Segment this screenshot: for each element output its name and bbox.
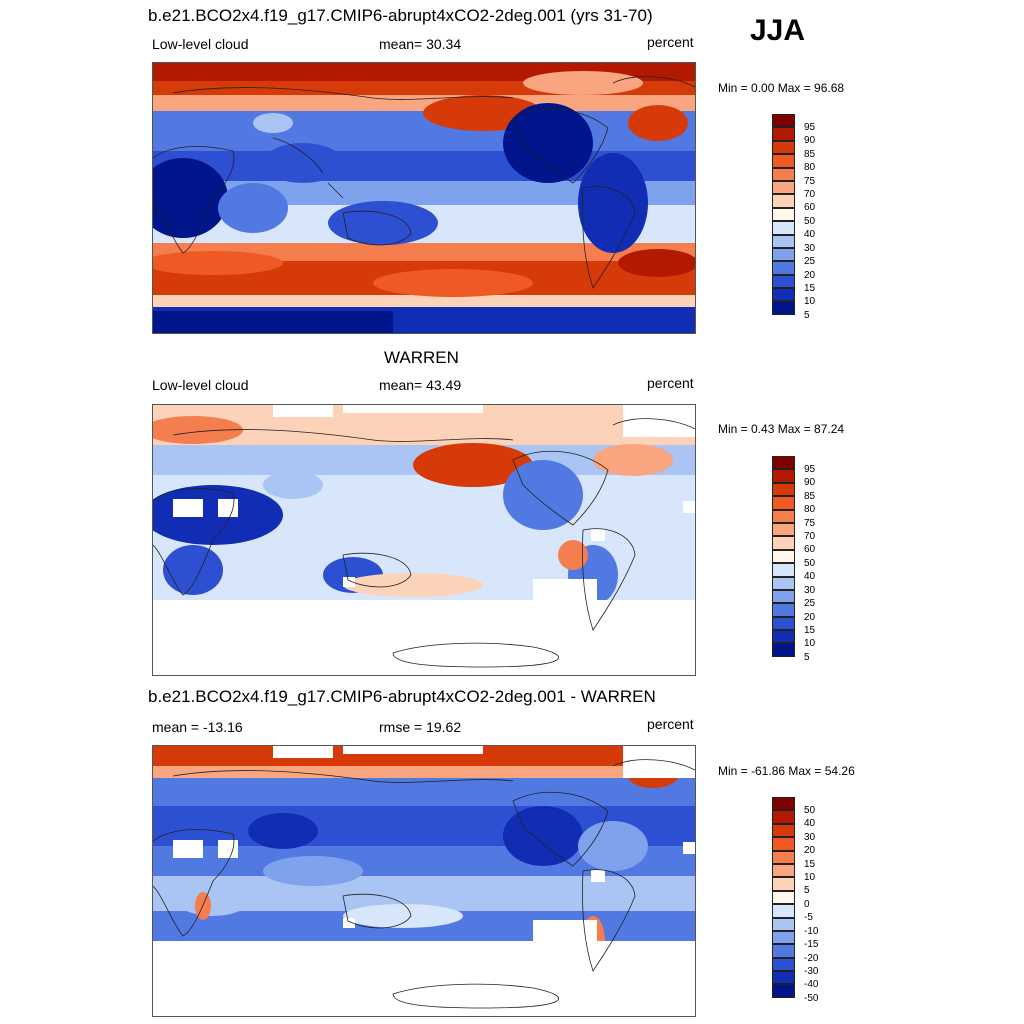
colorbar-tick: 30 — [804, 585, 816, 596]
season-label: JJA — [750, 14, 806, 47]
panel-3-field — [153, 746, 695, 1016]
panel-3-minmax: Min = -61.86 Max = 54.26 — [718, 764, 855, 778]
panel-1-minmax: Min = 0.00 Max = 96.68 — [718, 81, 845, 95]
colorbar-tick: 60 — [804, 544, 816, 555]
panel-1-units-label: percent — [647, 34, 694, 50]
colorbar-tick: 85 — [804, 491, 816, 502]
colorbar-tick: 20 — [804, 270, 816, 281]
panel-1-mean-label: mean= 30.34 — [379, 36, 462, 52]
colorbar-tick: -5 — [804, 912, 813, 923]
colorbar-tick: 75 — [804, 518, 816, 529]
colorbar-tick: 85 — [804, 149, 816, 160]
colorbar-tick: 10 — [804, 296, 816, 307]
colorbar-tick: 5 — [804, 652, 810, 663]
colorbar-tick: -20 — [804, 953, 819, 964]
colorbar-tick: 25 — [804, 598, 816, 609]
colorbar-tick: 20 — [804, 845, 816, 856]
colorbar-tick: 0 — [804, 899, 810, 910]
panel-2-variable-label: Low-level cloud — [152, 377, 249, 393]
panel-1-variable-label: Low-level cloud — [152, 36, 249, 52]
panel-3-coastlines — [153, 759, 695, 1009]
colorbar-tick: 40 — [804, 229, 816, 240]
panel-2-coastlines — [153, 418, 695, 668]
panel-1-map — [152, 62, 696, 334]
panel-1-coastlines — [153, 76, 695, 289]
colorbar-tick: 80 — [804, 504, 816, 515]
colorbar-tick: 50 — [804, 558, 816, 569]
colorbar-tick: 40 — [804, 571, 816, 582]
colorbar-tick: 10 — [804, 872, 816, 883]
colorbar-tick: 95 — [804, 122, 816, 133]
colorbar-tick: 15 — [804, 625, 816, 636]
colorbar-tick: 80 — [804, 162, 816, 173]
colorbar-tick: -40 — [804, 979, 819, 990]
colorbar-tick: 20 — [804, 612, 816, 623]
colorbar-tick: 15 — [804, 859, 816, 870]
panel-2-minmax: Min = 0.43 Max = 87.24 — [718, 422, 845, 436]
panel-3-title: b.e21.BCO2x4.f19_g17.CMIP6-abrupt4xCO2-2… — [148, 687, 656, 706]
colorbar-tick: 50 — [804, 805, 816, 816]
colorbar-tick: -10 — [804, 926, 819, 937]
panel-3-mean-label: mean = -13.16 — [152, 719, 243, 735]
panel-3-units-label: percent — [647, 716, 694, 732]
colorbar-tick: 30 — [804, 832, 816, 843]
colorbar-tick: 90 — [804, 135, 816, 146]
panel-3-rmse-label: rmse = 19.62 — [379, 719, 462, 735]
colorbar-tick: 70 — [804, 531, 816, 542]
panel-1-colorbar: 95 90 85 80 75 70 60 50 40 30 25 20 15 1… — [772, 114, 815, 321]
colorbar-tick: 70 — [804, 189, 816, 200]
panel-3-colorbar: 50 40 30 20 15 10 5 0 -5 -10 -15 -20 -30… — [772, 797, 818, 1004]
colorbar-tick: 15 — [804, 283, 816, 294]
panel-2-mean-label: mean= 43.49 — [379, 377, 462, 393]
colorbar-tick: 30 — [804, 243, 816, 254]
panel-2-colorbar: 95 90 85 80 75 70 60 50 40 30 25 20 15 1… — [772, 456, 815, 663]
colorbar-tick: -30 — [804, 966, 819, 977]
panel-1-title: b.e21.BCO2x4.f19_g17.CMIP6-abrupt4xCO2-2… — [148, 6, 653, 25]
colorbar-tick: 5 — [804, 310, 810, 321]
colorbar-tick: -15 — [804, 939, 819, 950]
colorbar-tick: 90 — [804, 477, 816, 488]
panel-2-map — [152, 404, 696, 676]
colorbar-tick: 5 — [804, 885, 810, 896]
panel-3-map — [152, 745, 696, 1017]
colorbar-tick: 75 — [804, 176, 816, 187]
panel-2-units-label: percent — [647, 375, 694, 391]
colorbar-tick: 95 — [804, 464, 816, 475]
colorbar-tick: 10 — [804, 638, 816, 649]
colorbar-tick: 25 — [804, 256, 816, 267]
colorbar-tick: 40 — [804, 818, 816, 829]
colorbar-tick: 50 — [804, 216, 816, 227]
colorbar-tick: -50 — [804, 993, 819, 1004]
panel-2-title: WARREN — [384, 348, 459, 367]
panel-2-field — [153, 405, 695, 675]
panel-1-field — [153, 63, 695, 333]
colorbar-tick: 60 — [804, 202, 816, 213]
